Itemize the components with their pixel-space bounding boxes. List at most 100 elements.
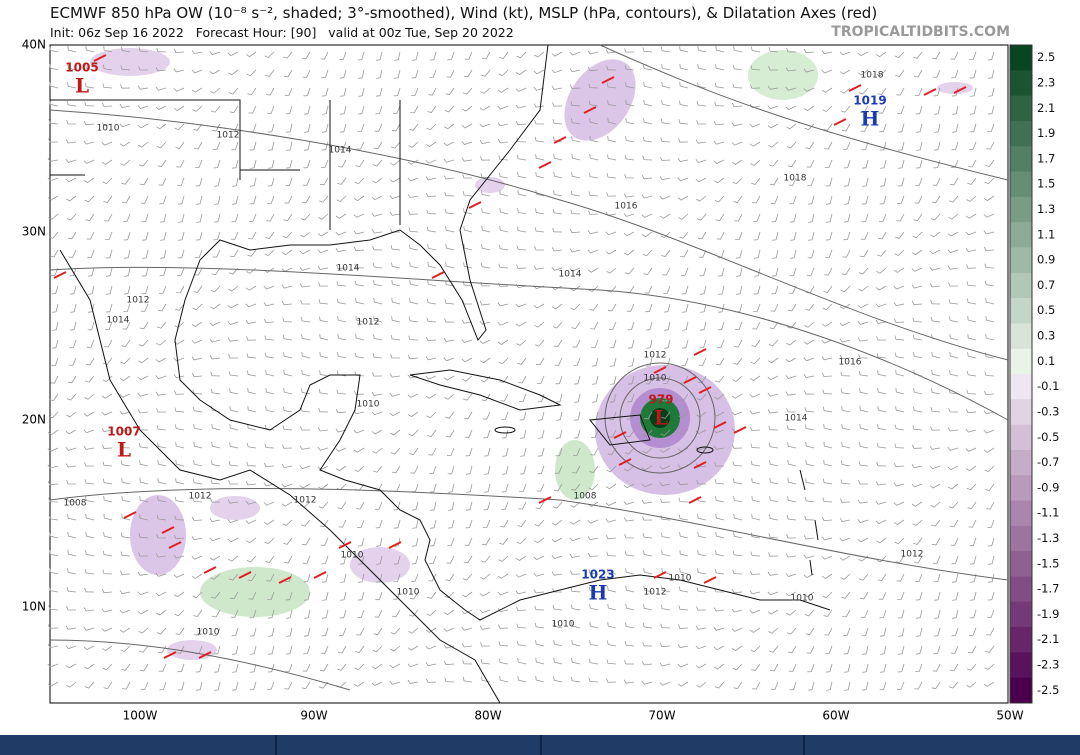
colorbar-label: -1.1 [1037, 506, 1059, 520]
colorbar-label: 1.3 [1037, 202, 1055, 216]
contour-label: 1010 [552, 620, 575, 630]
lon-label: 100W [123, 709, 158, 723]
center-pressure: 1023 [581, 568, 614, 582]
contour-label: 1016 [839, 358, 862, 368]
lat-label: 30N [22, 225, 46, 239]
contour-label: 1012 [294, 496, 317, 506]
center-pressure: 1005 [65, 61, 98, 75]
colorbar-swatch [1010, 45, 1032, 71]
contour-label: 1014 [329, 146, 352, 156]
colorbar-label: 1.7 [1037, 151, 1055, 165]
contour-label: 1014 [337, 264, 360, 274]
center-pressure: 979 [648, 393, 673, 407]
colorbar-swatch [1010, 500, 1032, 527]
colorbar-label: 0.1 [1037, 354, 1055, 368]
colorbar-label: -2.1 [1037, 632, 1059, 646]
colorbar-label: 0.7 [1037, 278, 1055, 292]
contour-label: 1008 [574, 492, 597, 502]
lon-label: 70W [648, 709, 675, 723]
lat-label: 20N [22, 413, 46, 427]
center-letter: H [589, 581, 608, 605]
colorbar-swatch [1010, 196, 1032, 223]
center-letter: L [75, 74, 89, 98]
contour-label: 1012 [644, 351, 667, 361]
colorbar-swatch [1010, 677, 1032, 704]
colorbar-swatch [1010, 652, 1032, 679]
dilatation-axes [53, 54, 967, 659]
colorbar-label: -0.9 [1037, 480, 1059, 494]
contour-label: 1010 [341, 551, 364, 561]
center-letter: L [117, 438, 131, 462]
colorbar-swatch [1010, 525, 1032, 552]
colorbar-swatch [1010, 475, 1032, 502]
contour-label: 1010 [791, 594, 814, 604]
colorbar-swatch [1010, 222, 1032, 248]
colorbar-swatch [1010, 374, 1032, 400]
colorbar-label: -0.1 [1037, 379, 1059, 393]
center-pressure: 1007 [107, 425, 140, 439]
contour-label: 1010 [397, 588, 420, 598]
colorbar-swatch [1010, 323, 1032, 350]
colorbar-swatch [1010, 399, 1032, 426]
colorbar-label: 0.5 [1037, 303, 1055, 317]
contour-label: 1010 [669, 574, 692, 584]
contour-label: 1010 [197, 628, 220, 638]
lon-label: 90W [300, 709, 327, 723]
colorbar-label: -0.3 [1037, 404, 1059, 418]
colorbar-label: 1.9 [1037, 126, 1055, 140]
map-subtitle: Init: 06z Sep 16 2022 Forecast Hour: [90… [50, 25, 514, 40]
isobars [49, 44, 1009, 691]
colorbar-swatch [1010, 601, 1032, 628]
colorbar-label: 1.1 [1037, 227, 1055, 241]
map-frame [49, 44, 1009, 704]
colorbar-label: -2.5 [1037, 683, 1059, 697]
colorbar-label: 0.3 [1037, 329, 1055, 343]
contour-label: 1018 [784, 174, 807, 184]
contour-label: 1014 [107, 316, 130, 326]
lon-label: 80W [474, 709, 501, 723]
colorbar-swatch [1010, 70, 1032, 97]
center-letter: L [654, 406, 668, 430]
contour-label: 1012 [644, 588, 667, 598]
colorbar-swatch [1010, 449, 1032, 476]
contour-label: 1010 [97, 124, 120, 134]
lon-label: 60W [822, 709, 849, 723]
colorbar: 2.5 2.3 2.1 1.9 1.7 1.5 1.3 1.1 0.9 0.7 0.5 0.3 0.1 -… [1009, 44, 1059, 704]
colorbar-swatch [1010, 120, 1032, 147]
center-pressure: 1019 [853, 94, 886, 108]
map-title: ECMWF 850 hPa OW (10⁻⁸ s⁻², shaded; 3°-s… [50, 4, 878, 22]
map: 2.5 2.3 2.1 1.9 1.7 1.5 1.3 1.1 0.9 0.7 0.5 0.3 0.1 -… [22, 38, 1060, 723]
colorbar-swatch [1010, 298, 1032, 324]
colorbar-label: 2.5 [1037, 50, 1055, 64]
lat-label: 40N [22, 38, 46, 52]
colorbar-swatch [1010, 348, 1032, 375]
contour-label: 1012 [189, 492, 212, 502]
colorbar-swatch [1010, 576, 1032, 603]
lon-label: 50W [996, 709, 1023, 723]
colorbar-label: -1.9 [1037, 607, 1059, 621]
colorbar-label: -2.3 [1037, 658, 1059, 672]
colorbar-label: -0.7 [1037, 455, 1059, 469]
colorbar-label: 1.5 [1037, 177, 1055, 191]
coastlines [50, 44, 831, 704]
contour-label: 1016 [615, 202, 638, 212]
colorbar-swatch [1010, 95, 1032, 122]
colorbar-swatch [1010, 146, 1032, 173]
contour-label: 1018 [861, 71, 884, 81]
contour-label: 1012 [217, 131, 240, 141]
colorbar-label: -0.5 [1037, 430, 1059, 444]
colorbar-swatch [1010, 171, 1032, 198]
contour-label: 1012 [127, 296, 150, 306]
colorbar-swatch [1010, 272, 1032, 299]
center-letter: H [861, 107, 880, 131]
contour-label: 1012 [901, 550, 924, 560]
colorbar-swatch [1010, 424, 1032, 451]
colorbar-label: -1.5 [1037, 556, 1059, 570]
colorbar-swatch [1010, 247, 1032, 274]
contour-label: 1010 [644, 374, 667, 384]
colorbar-label: 2.3 [1037, 75, 1055, 89]
contour-label: 1014 [785, 414, 808, 424]
colorbar-swatch [1010, 551, 1032, 577]
